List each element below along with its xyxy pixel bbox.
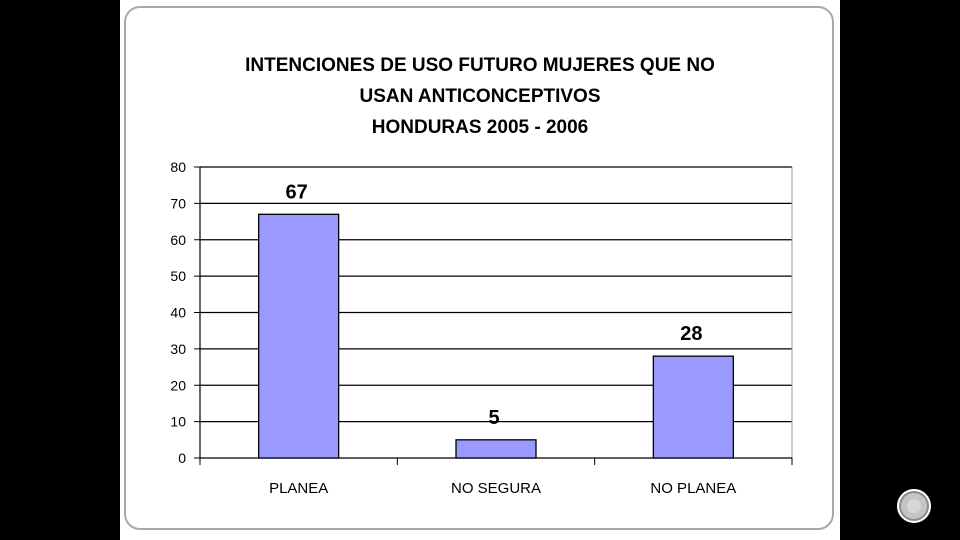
x-tick-label: PLANEA: [269, 480, 328, 497]
y-tick-label: 10: [170, 414, 186, 430]
slide-nav-button[interactable]: [897, 489, 931, 523]
data-label: 67: [286, 181, 308, 203]
y-tick-label: 20: [170, 377, 186, 393]
y-tick-label: 80: [170, 159, 186, 175]
data-label: 28: [680, 323, 702, 345]
nav-circle-icon: [907, 499, 921, 513]
bar: [652, 355, 734, 459]
y-tick-label: 50: [170, 268, 186, 284]
slide-background: [120, 0, 840, 540]
bar: [455, 439, 537, 459]
y-tick-label: 30: [170, 341, 186, 357]
x-tick-label: NO SEGURA: [451, 480, 541, 497]
chart-title: INTENCIONES DE USO FUTURO MUJERES QUE NO…: [0, 50, 960, 143]
chart-title-line-3: HONDURAS 2005 - 2006: [371, 117, 589, 138]
bar: [258, 213, 340, 459]
y-tick-label: 40: [170, 305, 186, 321]
y-tick-label: 70: [170, 195, 186, 211]
chart-title-line-1: INTENCIONES DE USO FUTURO MUJERES QUE NO: [245, 55, 715, 76]
x-tick-label: NO PLANEA: [650, 480, 736, 497]
data-label: 5: [488, 407, 499, 429]
chart-title-line-2: USAN ANTICONCEPTIVOS: [359, 86, 601, 107]
y-tick-label: 0: [178, 450, 186, 466]
y-tick-label: 60: [170, 232, 186, 248]
